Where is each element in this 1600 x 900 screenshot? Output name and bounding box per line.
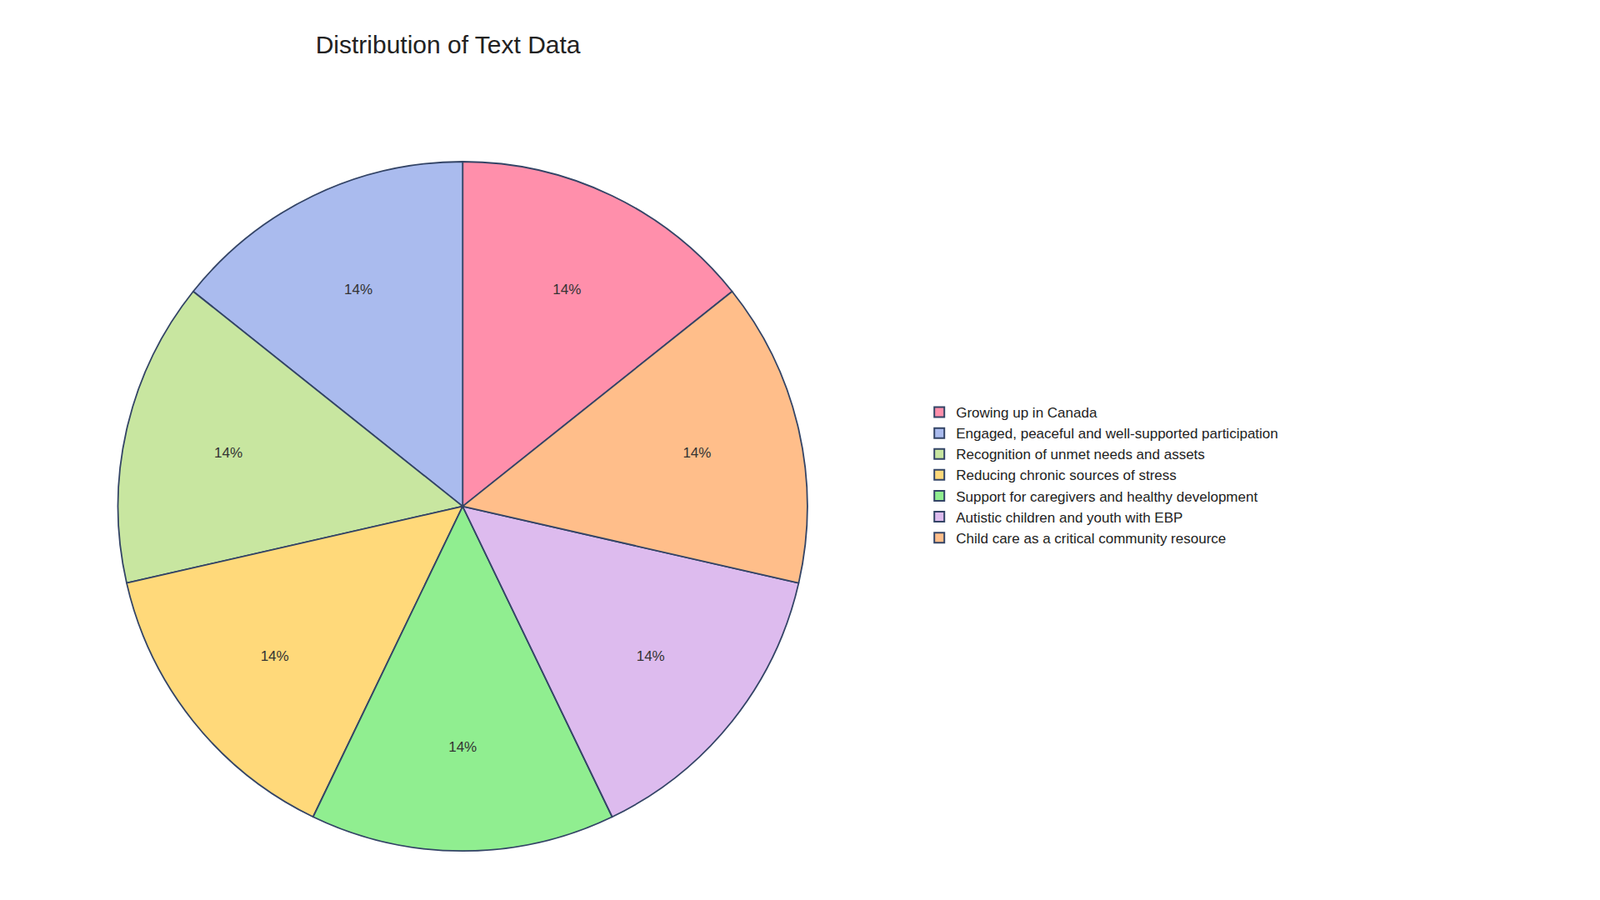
svg-text:Support for caregivers and hea: Support for caregivers and healthy devel… [955,489,1258,505]
svg-text:14%: 14% [636,648,665,665]
svg-text:Distribution of Text Data: Distribution of Text Data [315,30,581,59]
svg-text:Child care as a critical commu: Child care as a critical community resou… [955,530,1226,547]
svg-text:14%: 14% [682,445,711,461]
svg-text:Reducing chronic sources of st: Reducing chronic sources of stress [955,467,1177,484]
svg-text:Recognition of unmet needs and: Recognition of unmet needs and assets [955,446,1205,463]
svg-text:Engaged, peaceful and well-sup: Engaged, peaceful and well-supported par… [955,425,1279,442]
svg-text:Autistic children and youth wi: Autistic children and youth with EBP [955,510,1183,526]
svg-text:14%: 14% [344,281,373,298]
svg-text:14%: 14% [260,648,290,665]
svg-text:14%: 14% [214,445,243,461]
svg-text:14%: 14% [552,281,581,298]
svg-text:Growing up in Canada: Growing up in Canada [955,405,1098,421]
svg-text:14%: 14% [448,739,477,755]
